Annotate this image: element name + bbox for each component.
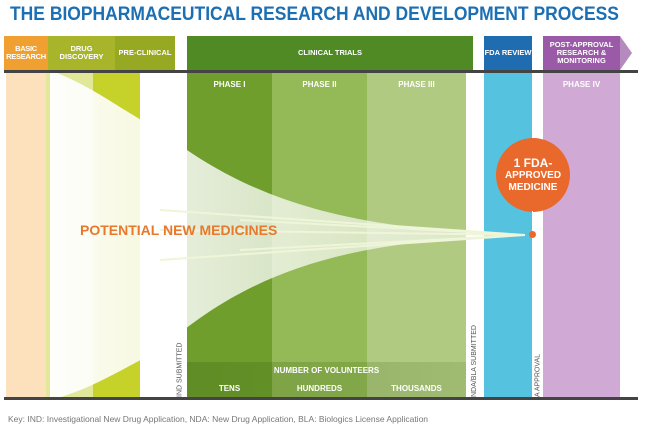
approved-pin-line bbox=[532, 211, 533, 233]
page-title: THE BIOPHARMACEUTICAL RESEARCH AND DEVEL… bbox=[10, 4, 619, 25]
phase-3-label: PHASE III bbox=[398, 80, 435, 89]
funnel-streaks bbox=[159, 209, 526, 261]
funnel-shape bbox=[50, 70, 525, 400]
volunteers-tens: TENS bbox=[218, 384, 241, 393]
stage-fda-review: FDA REVIEW bbox=[484, 36, 532, 70]
stage-preclinical: PRE-CLINICAL bbox=[115, 36, 175, 70]
volunteers-band bbox=[187, 362, 466, 397]
ind-submitted-marker: IND SUBMITTED bbox=[175, 300, 185, 397]
phase-1-label: PHASE I bbox=[213, 80, 246, 89]
funnel-graphic bbox=[50, 70, 526, 400]
arrow-tip bbox=[620, 36, 632, 70]
approved-line3: MEDICINE bbox=[508, 182, 558, 193]
stage-basic-research: BASIC RESEARCH bbox=[4, 36, 48, 70]
volunteers-title: NUMBER OF VOLUNTEERS bbox=[273, 366, 380, 375]
volunteers-hundreds: HUNDREDS bbox=[296, 384, 343, 393]
bottom-divider bbox=[4, 397, 638, 400]
basic-research-column bbox=[6, 70, 46, 398]
approved-line1: 1 FDA- bbox=[513, 156, 553, 170]
stage-drug-discovery: DRUG DISCOVERY bbox=[48, 36, 115, 70]
approved-medicine-badge: 1 FDA- APPROVED MEDICINE bbox=[496, 138, 570, 212]
volunteers-thousands: THOUSANDS bbox=[391, 384, 442, 393]
nda-bla-submitted-marker: NDA/BLA SUBMITTED bbox=[469, 300, 480, 397]
approved-pin-dot bbox=[529, 231, 536, 238]
phase-2-label: PHASE II bbox=[302, 80, 337, 89]
approved-line2: APPROVED bbox=[504, 170, 562, 181]
stage-clinical-trials: CLINICAL TRIALS bbox=[187, 36, 473, 70]
phase4-column bbox=[543, 70, 620, 398]
phase-4-label: PHASE IV bbox=[562, 80, 601, 89]
fda-approval-marker: A APPROVAL bbox=[533, 300, 543, 397]
stage-post-approval: POST-APPROVAL RESEARCH & MONITORING bbox=[543, 36, 620, 70]
key-text: Key: IND: Investigational New Drug Appli… bbox=[8, 414, 429, 424]
header-divider bbox=[4, 70, 638, 73]
potential-new-medicines: POTENTIAL NEW MEDICINES bbox=[80, 222, 278, 238]
